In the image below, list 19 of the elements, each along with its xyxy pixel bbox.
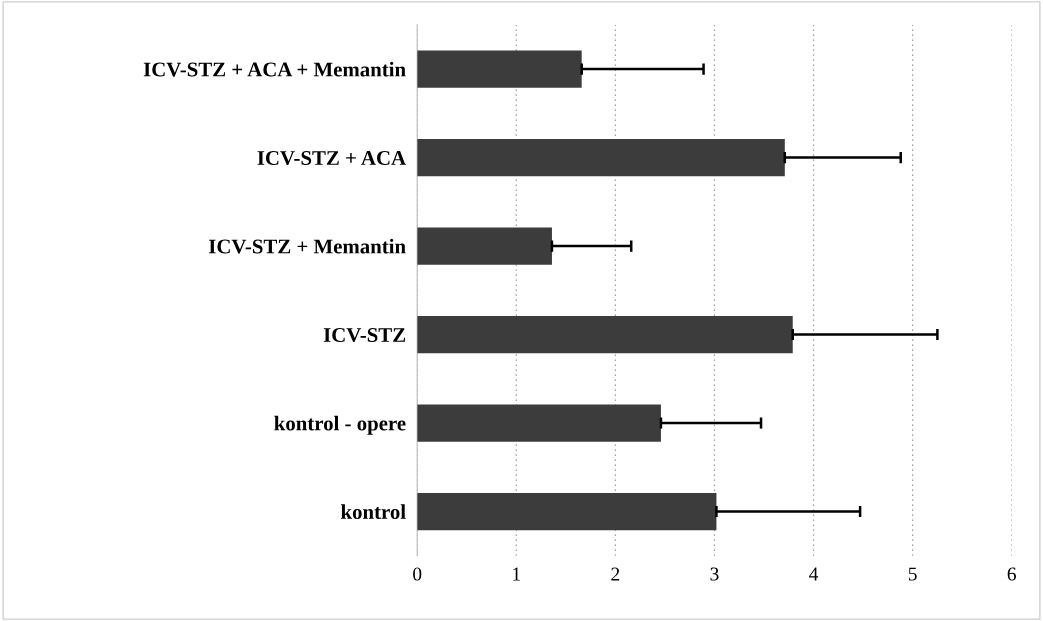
x-tick-label: 3: [710, 567, 719, 581]
bar: [417, 139, 785, 177]
x-tick-label: 0: [413, 567, 422, 581]
x-tick-label: 4: [809, 567, 819, 581]
y-tick-label: kontrol: [340, 504, 406, 519]
y-tick-label: kontrol - opere: [274, 415, 406, 435]
y-tick-label: ICV-STZ + ACA + Memantin: [143, 61, 406, 77]
bar: [417, 492, 717, 531]
bar: [417, 315, 793, 354]
x-tick-label: 1: [513, 567, 520, 581]
bar: [417, 50, 582, 88]
y-tick-label: ICV-STZ + Memantin: [208, 238, 406, 254]
y-tick-label: ICV-STZ + ACA: [257, 151, 406, 166]
x-tick-label: 6: [1007, 567, 1016, 581]
y-tick-label: ICV-STZ: [323, 328, 406, 343]
x-tick-label: 2: [611, 567, 620, 581]
bar: [417, 227, 552, 265]
bar: [417, 404, 661, 442]
x-tick-label: 5: [908, 567, 917, 581]
